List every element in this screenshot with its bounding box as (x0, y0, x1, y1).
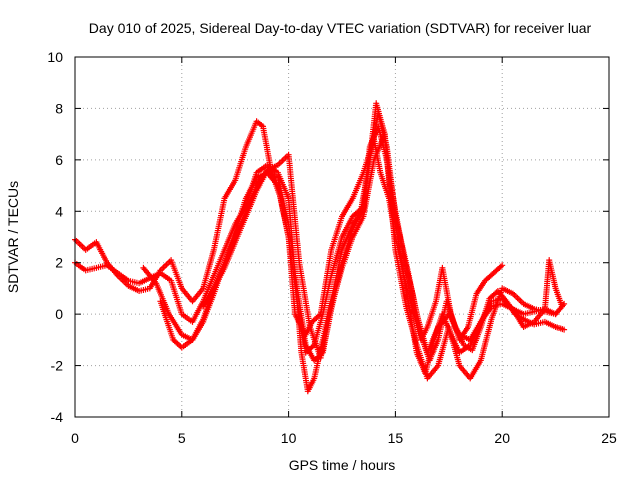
series-points-track-e (200, 131, 559, 382)
x-tick-label: 0 (71, 430, 79, 446)
x-tick-label: 10 (281, 430, 297, 446)
y-tick-label: 2 (55, 255, 63, 271)
chart-title: Day 010 of 2025, Sidereal Day-to-day VTE… (89, 20, 592, 36)
y-tick-label: 10 (47, 49, 63, 65)
y-tick-label: 6 (55, 152, 63, 168)
x-tick-label: 25 (601, 430, 617, 446)
plot-border (74, 56, 610, 418)
x-tick-label: 5 (178, 430, 186, 446)
x-tick-label: 15 (388, 430, 404, 446)
y-axis-label: SDTVAR / TECUs (5, 181, 21, 293)
y-tick-label: 8 (55, 100, 63, 116)
y-tick-label: -2 (51, 358, 64, 374)
x-axis-label: GPS time / hours (289, 457, 396, 473)
series-track-e (200, 131, 559, 382)
data-points (72, 100, 568, 395)
y-tick-label: 0 (55, 306, 63, 322)
y-tick-label: -4 (51, 409, 64, 425)
x-tick-label: 20 (494, 430, 510, 446)
y-tick-label: 4 (55, 203, 63, 219)
x-ticks: 0 5 10 15 20 25 (71, 57, 617, 446)
y-ticks: -4 -2 0 2 4 6 8 10 (47, 49, 609, 425)
